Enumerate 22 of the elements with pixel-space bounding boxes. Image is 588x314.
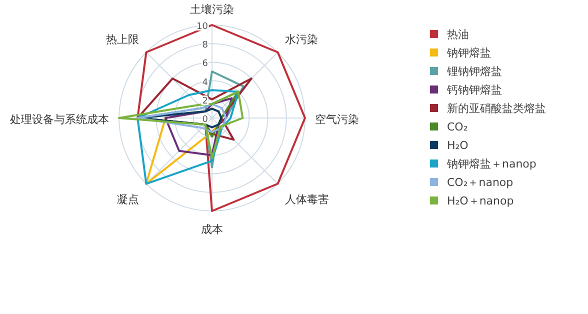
spoke-label: 处理设备与系统成本 <box>10 113 109 126</box>
legend-label: 钠钾熔盐＋nanop <box>446 158 536 170</box>
legend-label: 钙钠钾熔盐 <box>446 84 502 96</box>
legend-label: 热油 <box>447 28 469 41</box>
spoke-label: 人体毒害 <box>284 192 329 206</box>
spoke-label: 空气污染 <box>315 113 359 126</box>
legend-label: H₂O <box>447 139 469 152</box>
spoke-label: 水污染 <box>284 33 318 46</box>
spoke-label: 热上限 <box>106 33 140 46</box>
spoke-label: 成本 <box>201 223 223 236</box>
legend-label: CO₂＋nanop <box>447 176 514 189</box>
spoke-label: 凝点 <box>117 192 140 206</box>
legend-label: H₂O＋nanop <box>447 194 514 208</box>
legend-label: 钠钾熔盐 <box>446 46 491 60</box>
y-tick-label: 0 <box>202 115 208 125</box>
y-tick-label: 8 <box>202 40 208 51</box>
legend-label: 锂钠钾熔盐 <box>446 65 502 78</box>
legend-label: 新的亚硝酸盐类熔盐 <box>447 102 546 115</box>
legend-label: CO₂ <box>447 120 468 134</box>
y-tick-label: 6 <box>202 59 208 70</box>
y-tick-label: 4 <box>202 78 208 88</box>
spoke-label: 土壤污染 <box>190 3 234 16</box>
